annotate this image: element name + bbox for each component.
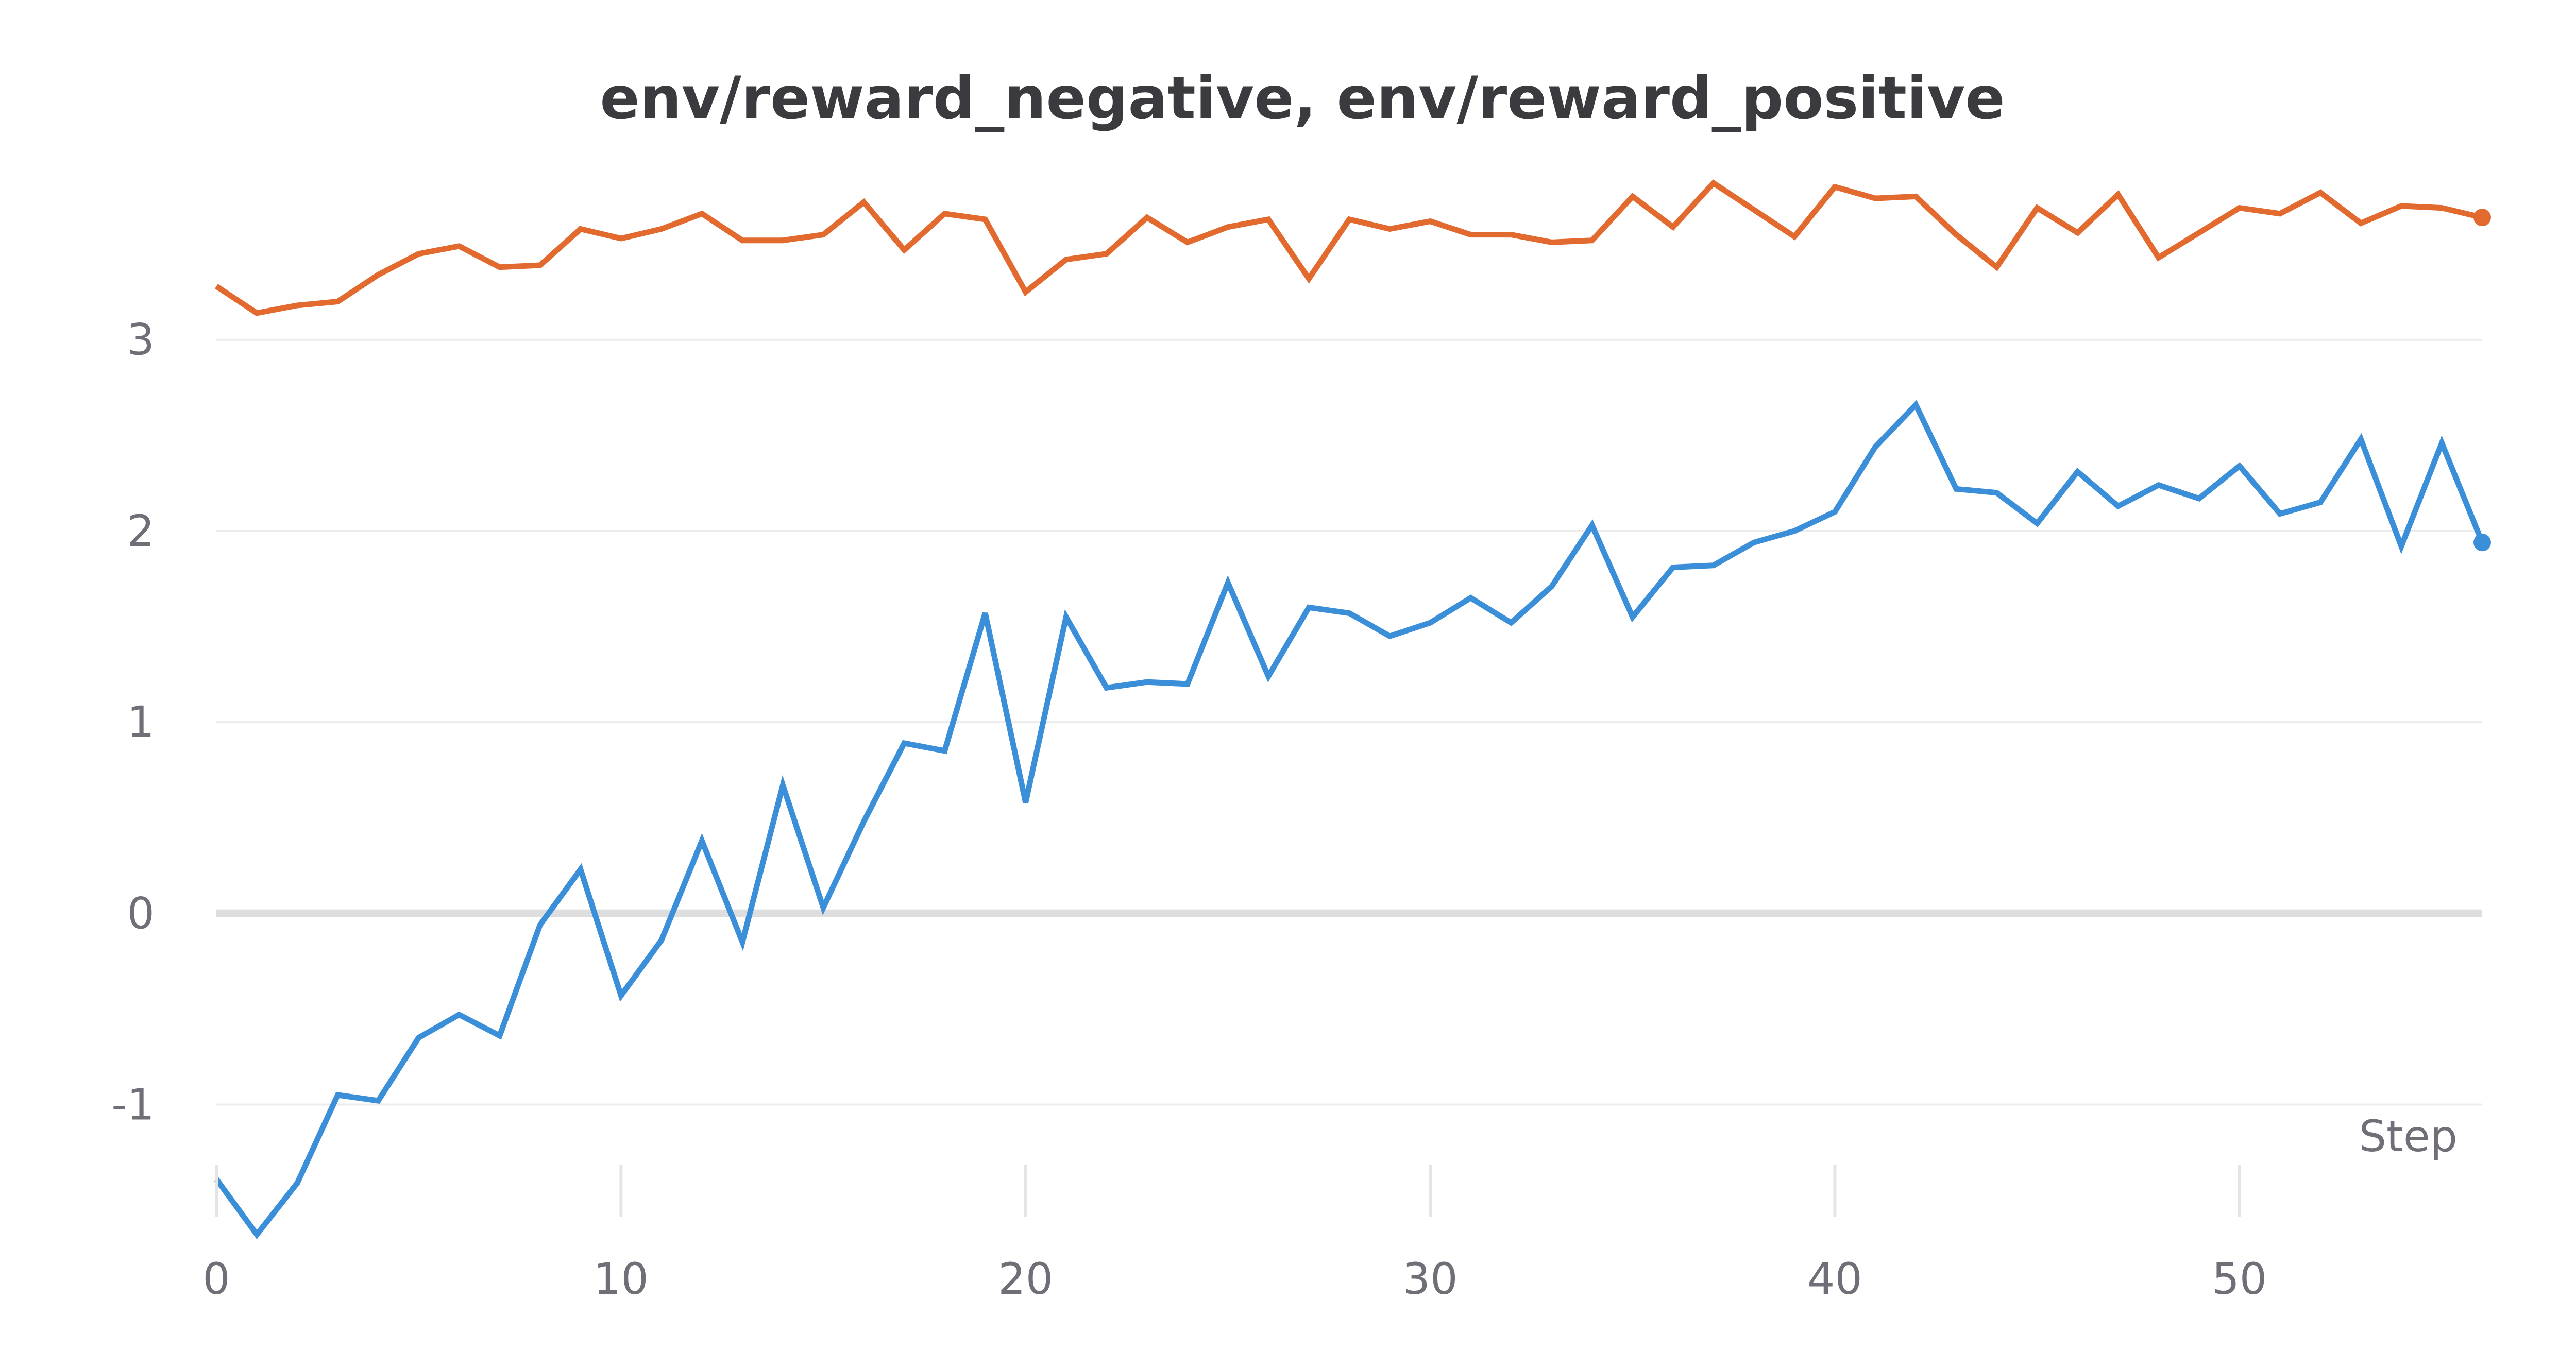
x-axis-label: Step	[2359, 1111, 2458, 1161]
y-tick-label: 0	[127, 888, 155, 938]
y-tick-label: -1	[111, 1079, 155, 1130]
x-tick-label: 50	[2212, 1254, 2267, 1304]
series-endpoint-marker	[2473, 209, 2491, 227]
series-lines	[214, 179, 2491, 1240]
y-tick-label: 2	[127, 506, 155, 556]
x-tick-label: 40	[1807, 1254, 1862, 1304]
x-tick-label: 10	[594, 1254, 649, 1304]
y-tick-label: 1	[127, 697, 155, 747]
series-line	[214, 400, 2485, 1240]
x-tick-label: 0	[202, 1254, 230, 1304]
series-line	[214, 179, 2483, 316]
series-endpoint-marker	[2473, 534, 2491, 552]
chart-title: env/reward_negative, env/reward_positive	[600, 64, 2005, 132]
x-tick-label: 30	[1403, 1254, 1458, 1304]
x-tick-label: 20	[998, 1254, 1053, 1304]
grid-lines	[216, 338, 2482, 1106]
y-tick-label: 3	[127, 315, 155, 365]
